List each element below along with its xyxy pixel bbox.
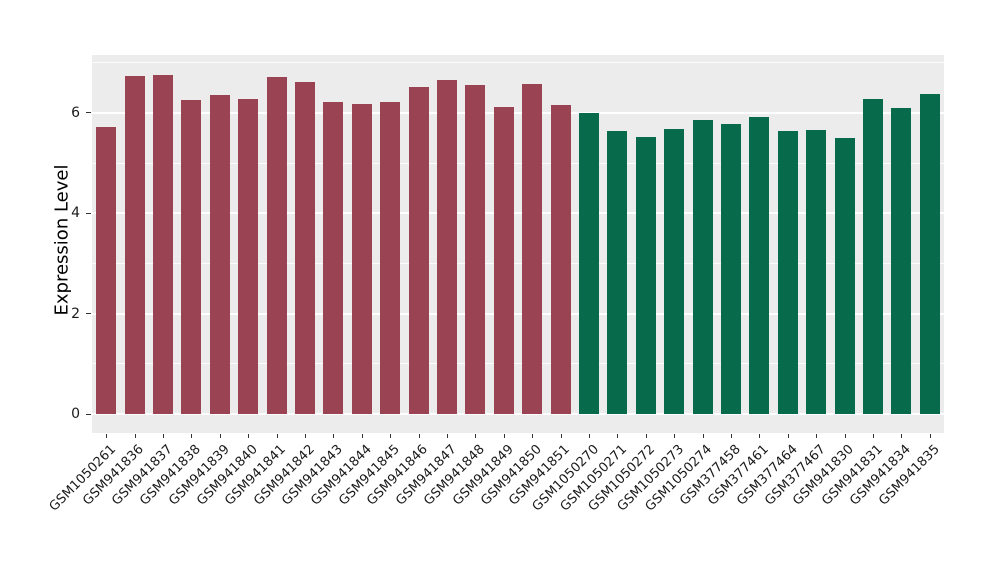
x-tick [901, 433, 903, 438]
bar-GSM1050273 [664, 128, 685, 414]
x-tick [163, 433, 164, 438]
x-tick [560, 433, 562, 438]
x-tick [645, 433, 647, 438]
y-tick [86, 212, 91, 214]
x-tick [589, 433, 590, 438]
x-tick [873, 433, 874, 438]
bar-GSM941843 [323, 101, 344, 414]
x-tick [816, 433, 818, 438]
bar-GSM1050261 [96, 126, 117, 414]
x-tick [731, 433, 732, 438]
bar-GSM941844 [351, 104, 372, 414]
x-tick [219, 433, 221, 438]
bar-GSM941840 [238, 98, 259, 414]
y-axis-label: Expression Level [51, 164, 73, 316]
gridline-minor [92, 363, 944, 365]
x-tick [276, 433, 278, 438]
x-tick [447, 433, 448, 438]
x-tick [844, 433, 846, 438]
x-tick [787, 433, 789, 438]
y-tick-label: 4 [71, 205, 80, 222]
y-tick-label: 2 [71, 305, 80, 322]
bar-GSM941837 [153, 74, 173, 414]
x-tick [532, 433, 534, 438]
gridline-major [92, 212, 944, 215]
bar-GSM941830 [834, 138, 855, 414]
gridline-minor [92, 62, 944, 64]
bar-GSM941850 [522, 83, 543, 414]
bar-GSM941831 [863, 98, 883, 414]
x-tick [106, 433, 108, 438]
bar-GSM1050272 [635, 137, 656, 414]
plot-area [92, 55, 944, 433]
y-tick [86, 112, 91, 114]
x-tick [702, 433, 704, 438]
bar-GSM941841 [266, 76, 287, 414]
x-tick [134, 433, 136, 438]
x-tick [418, 433, 420, 438]
gridline-minor [92, 262, 944, 264]
bar-GSM941845 [380, 102, 401, 414]
bar-GSM1050274 [692, 119, 713, 414]
gridline-major [92, 111, 944, 114]
x-tick [191, 433, 193, 438]
bar-GSM1050270 [579, 112, 599, 414]
gridline-minor [92, 162, 944, 164]
x-tick [503, 433, 505, 438]
bar-GSM941834 [891, 107, 912, 414]
bar-GSM941838 [181, 99, 202, 414]
x-tick [617, 433, 619, 438]
x-tick [361, 433, 363, 438]
bar-GSM941835 [919, 93, 940, 414]
bar-GSM941842 [295, 81, 315, 414]
bar-GSM377461 [749, 116, 770, 414]
x-tick [475, 433, 477, 438]
bar-GSM941836 [124, 76, 145, 414]
x-tick [674, 433, 676, 438]
gridline-major [92, 413, 944, 415]
bar-GSM941846 [408, 86, 429, 414]
bar-GSM377458 [721, 124, 741, 414]
y-tick [86, 413, 91, 415]
y-tick-label: 0 [71, 406, 80, 422]
x-tick [759, 433, 761, 438]
bar-GSM941847 [437, 80, 457, 414]
x-tick [390, 433, 392, 438]
x-tick [248, 433, 250, 438]
bar-GSM377464 [777, 131, 798, 414]
y-tick [86, 313, 91, 315]
gridline-major [92, 312, 944, 315]
bar-GSM1050271 [607, 130, 628, 414]
bar-GSM941849 [493, 106, 514, 414]
x-tick [929, 433, 931, 438]
bar-GSM941851 [550, 104, 571, 414]
x-tick [333, 433, 335, 438]
bar-GSM941848 [465, 85, 486, 414]
bar-GSM377467 [806, 129, 827, 414]
bar-GSM941839 [209, 95, 230, 414]
x-tick [305, 433, 306, 438]
y-tick-label: 6 [71, 104, 80, 121]
